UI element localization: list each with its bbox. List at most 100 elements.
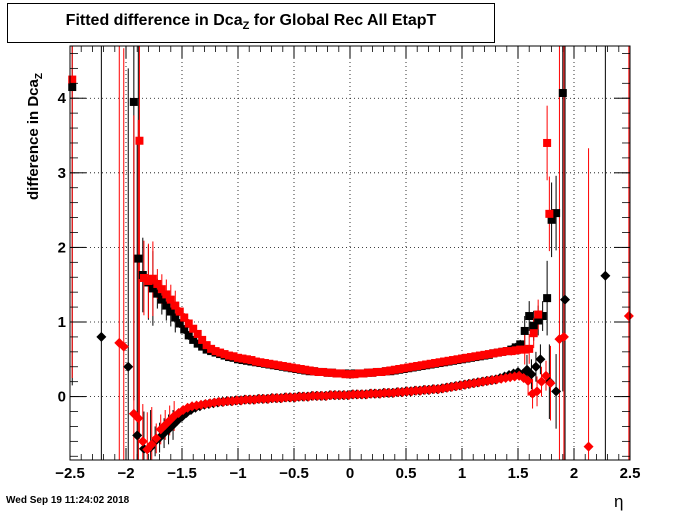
square-marker: [68, 83, 77, 92]
square-marker: [480, 350, 489, 359]
square-marker: [193, 339, 202, 348]
square-marker: [363, 368, 372, 377]
square-marker: [444, 356, 453, 365]
diamond-marker: [146, 439, 157, 450]
square-marker: [328, 368, 337, 377]
x-tick-label: 2.5: [620, 465, 641, 482]
square-marker: [153, 279, 162, 288]
square-marker: [157, 295, 166, 304]
x-tick-label: −1: [229, 465, 246, 482]
square-marker: [180, 313, 189, 322]
square-marker: [354, 369, 363, 378]
square-marker: [368, 368, 377, 377]
diamond-marker: [96, 331, 107, 342]
square-marker: [493, 348, 502, 357]
x-tick-label: −0.5: [279, 465, 309, 482]
square-marker: [202, 345, 211, 354]
square-marker: [399, 364, 408, 373]
square-marker: [395, 364, 404, 373]
square-marker: [305, 366, 314, 375]
square-marker: [134, 254, 143, 263]
diamond-marker: [560, 294, 571, 305]
x-tick-label: 0: [346, 465, 354, 482]
square-marker: [534, 316, 543, 325]
title-box: Fitted difference in DcaZ for Global Rec…: [7, 3, 495, 43]
square-marker: [269, 360, 278, 369]
diamond-marker: [583, 441, 594, 452]
diamond-marker: [558, 331, 569, 342]
square-marker: [207, 344, 216, 353]
diamond-marker: [600, 270, 611, 281]
square-marker: [323, 368, 332, 377]
square-marker: [189, 335, 198, 344]
diamond-marker: [532, 386, 543, 397]
diamond-marker: [137, 436, 148, 447]
square-marker: [386, 366, 395, 375]
y-tick-label: 1: [58, 314, 66, 331]
square-marker: [184, 319, 193, 328]
square-marker: [346, 370, 354, 379]
square-marker: [148, 284, 157, 293]
square-marker: [287, 363, 296, 372]
square-marker: [139, 273, 148, 282]
diamond-marker: [536, 376, 547, 387]
square-marker: [507, 347, 516, 356]
diamond-marker: [535, 354, 546, 365]
diamond-marker: [545, 378, 556, 389]
x-tick-label: −2: [117, 465, 134, 482]
square-marker: [292, 364, 301, 373]
x-axis-label: η: [614, 492, 624, 511]
square-marker: [332, 369, 341, 378]
square-marker: [256, 358, 265, 367]
square-marker: [359, 369, 368, 378]
square-marker: [489, 349, 498, 358]
square-marker: [274, 361, 283, 370]
square-marker: [175, 307, 184, 316]
square-marker: [431, 359, 440, 368]
square-marker: [390, 365, 399, 374]
square-marker: [162, 301, 171, 310]
square-marker: [484, 350, 493, 359]
square-marker: [426, 359, 435, 368]
square-marker: [135, 136, 144, 145]
square-marker: [462, 353, 471, 362]
square-marker: [211, 347, 220, 356]
square-marker: [229, 352, 238, 361]
square-marker: [68, 75, 77, 84]
square-marker: [545, 209, 554, 218]
square-marker: [498, 347, 507, 356]
square-marker: [502, 347, 511, 356]
square-marker: [153, 289, 162, 298]
diamond-marker: [123, 361, 134, 372]
square-marker: [337, 369, 346, 378]
square-marker: [314, 367, 323, 376]
square-marker: [552, 209, 561, 218]
square-marker: [216, 348, 225, 357]
square-marker: [538, 312, 547, 321]
square-marker: [511, 346, 520, 355]
square-marker: [225, 351, 234, 360]
square-marker: [193, 329, 202, 338]
square-marker: [238, 354, 247, 363]
square-marker: [471, 352, 480, 361]
square-marker: [520, 345, 529, 354]
axes: −2.5 −2 −1.5 −1 −0.5 0 0.5 1 1.5 2 2.5 0 1 2 3 4: [55, 46, 640, 482]
square-marker: [377, 367, 386, 376]
square-marker: [129, 97, 138, 106]
square-marker: [234, 353, 242, 362]
data-points: [68, 75, 634, 455]
square-marker: [180, 325, 189, 334]
square-marker: [251, 357, 260, 366]
square-marker: [157, 285, 166, 294]
square-marker: [265, 359, 274, 368]
square-marker: [534, 310, 543, 319]
square-marker: [296, 364, 305, 373]
square-marker: [242, 355, 251, 364]
diamond-marker: [530, 361, 541, 372]
square-marker: [171, 313, 180, 322]
square-marker: [144, 276, 153, 285]
square-marker: [220, 350, 229, 359]
y-tick-label: 3: [58, 165, 66, 182]
square-marker: [547, 215, 556, 224]
square-marker: [189, 324, 198, 333]
